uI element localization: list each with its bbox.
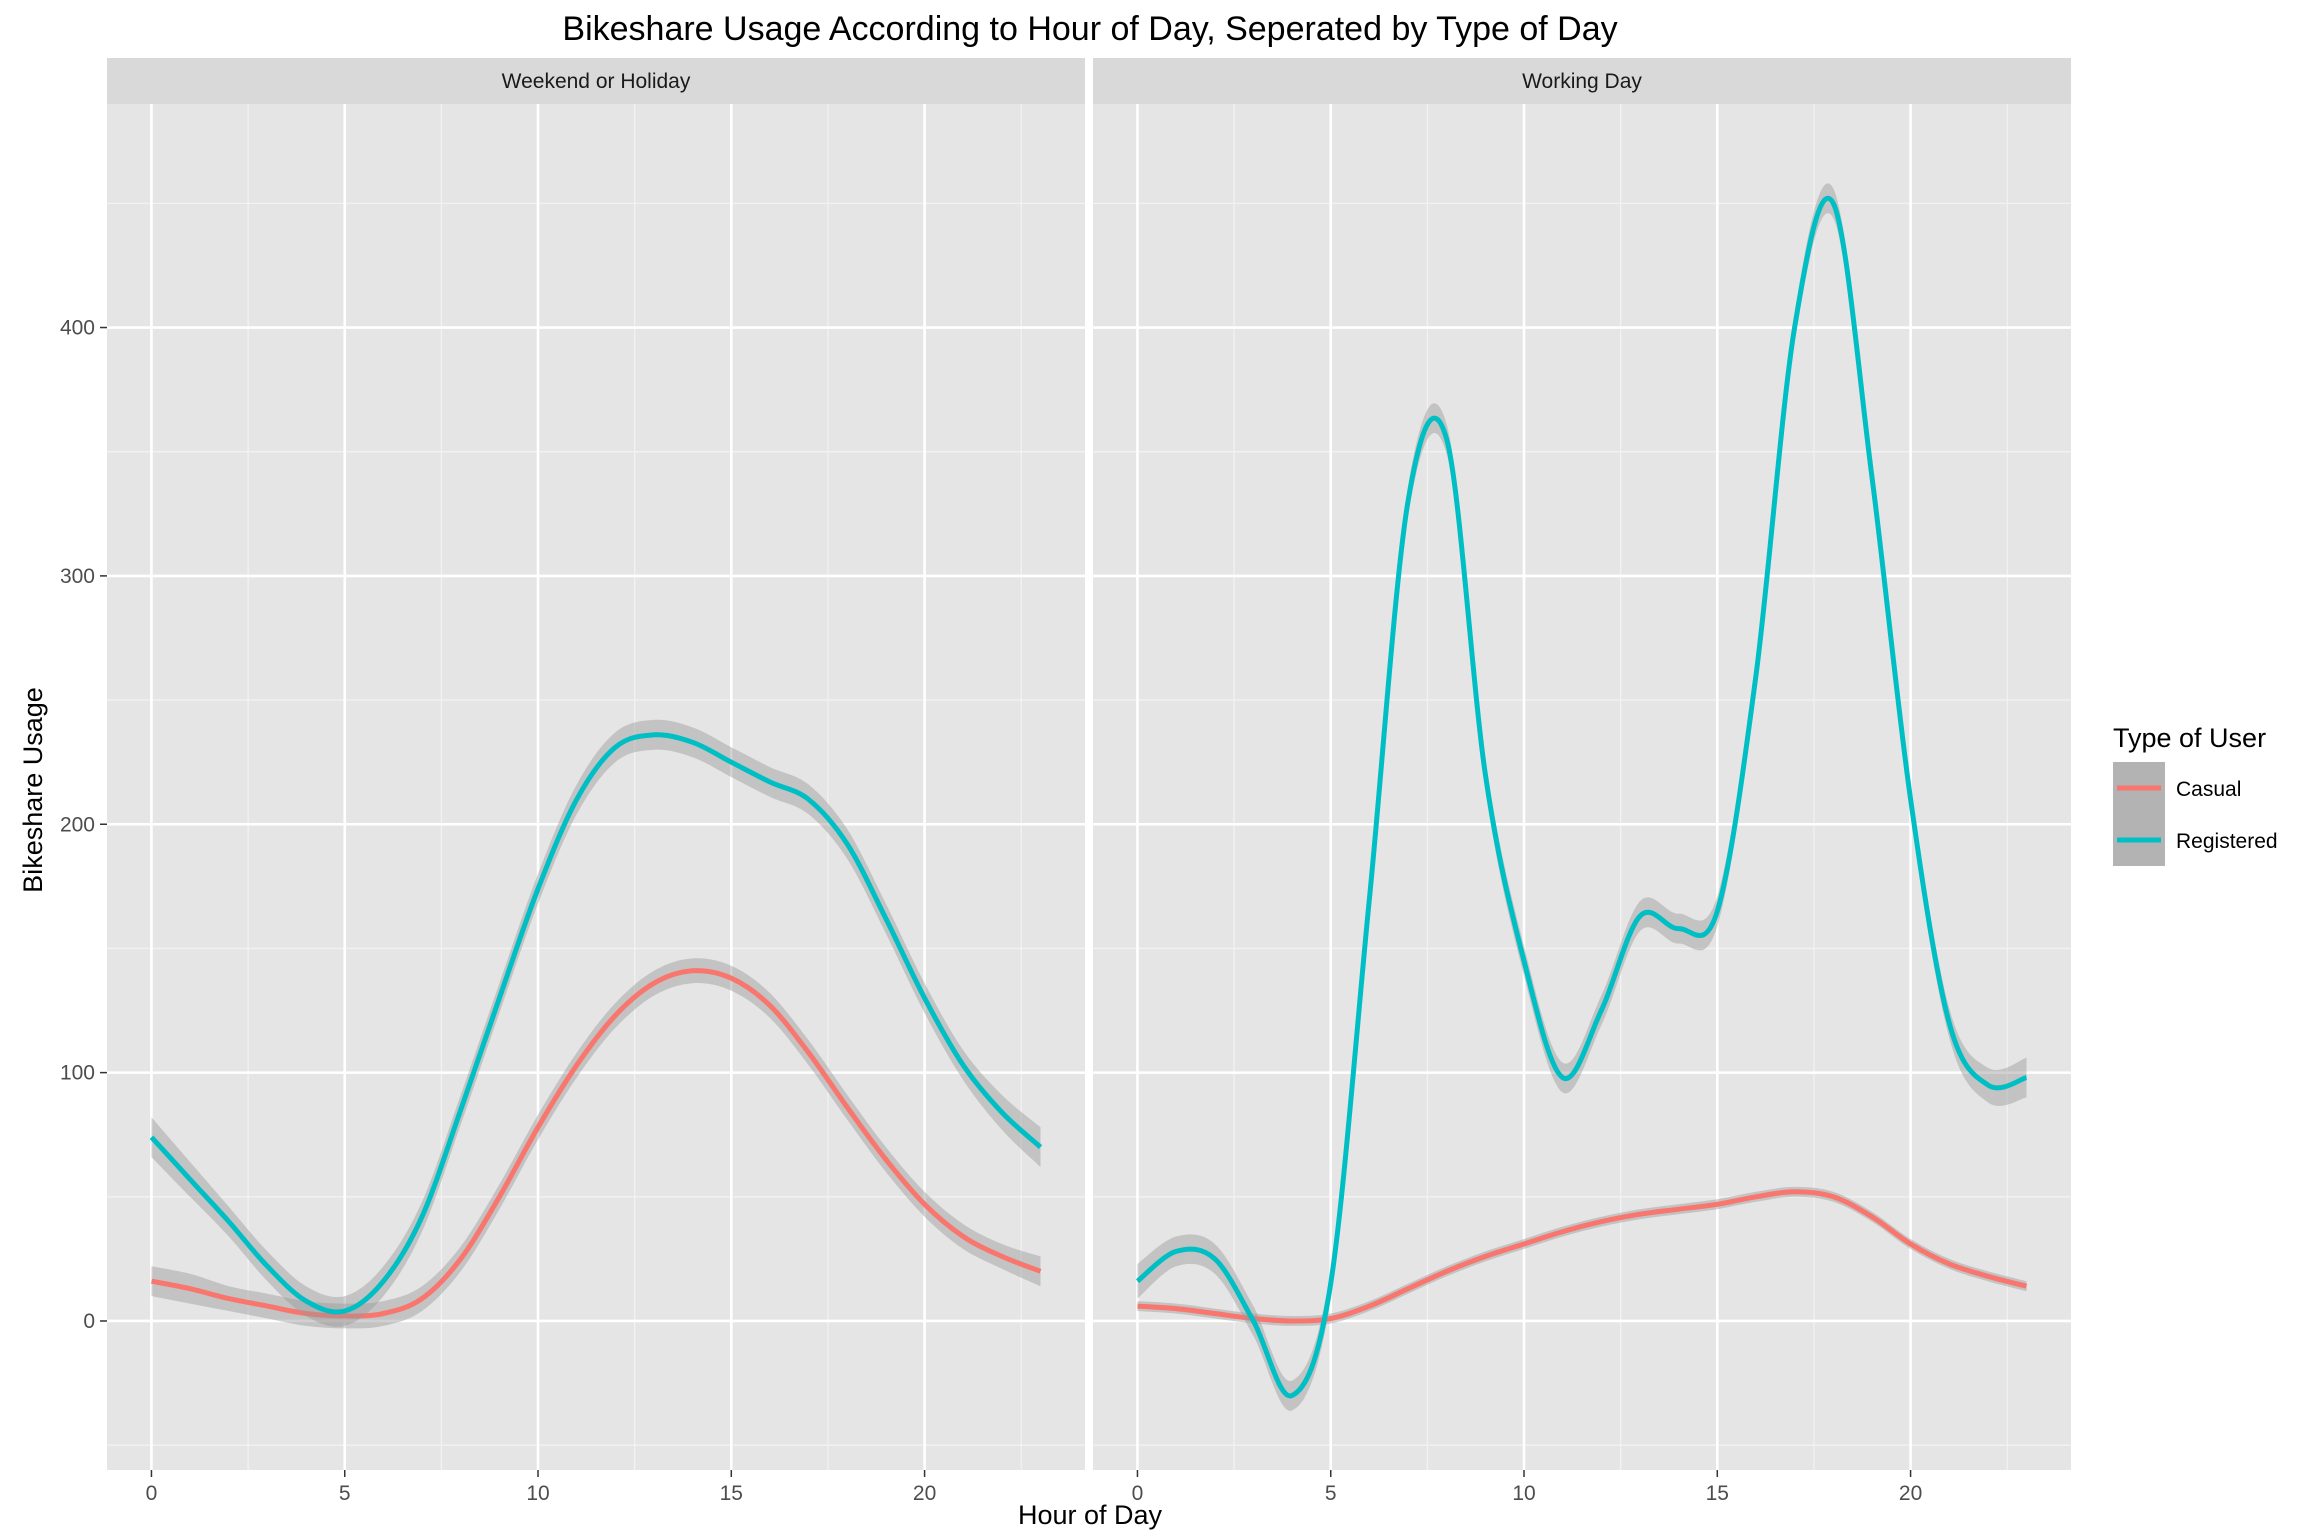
- y-axis-title: Bikeshare Usage: [18, 687, 48, 893]
- series-line-casual: [1137, 1189, 2028, 1324]
- x-tick-label: 5: [1325, 1482, 1337, 1505]
- legend: Type of User Casual Registered: [2113, 723, 2278, 866]
- y-tick-label: 0: [83, 1310, 95, 1333]
- legend-label: Casual: [2176, 778, 2241, 801]
- x-tick-label: 15: [1706, 1482, 1729, 1505]
- legend-item-casual: Casual: [2113, 762, 2241, 814]
- facet-strip-label: Weekend or Holiday: [502, 70, 691, 93]
- panel-background: [107, 104, 1085, 1470]
- x-axis-title: Hour of Day: [1018, 1500, 1163, 1530]
- panel-background: [1093, 104, 2071, 1470]
- confidence-band-casual: [1137, 1186, 2027, 1326]
- legend-title: Type of User: [2113, 723, 2266, 753]
- x-tick-label: 10: [526, 1482, 549, 1505]
- legend-item-registered: Registered: [2113, 814, 2278, 866]
- facet-strip-label: Working Day: [1522, 70, 1642, 93]
- facet-strip: [107, 58, 1085, 104]
- chart-title: Bikeshare Usage According to Hour of Day…: [562, 10, 1617, 48]
- x-tick-label: 5: [339, 1482, 351, 1505]
- x-tick-label: 10: [1512, 1482, 1535, 1505]
- x-tick-label: 20: [1899, 1482, 1922, 1505]
- x-tick-label: 20: [913, 1482, 936, 1505]
- x-tick-label: 0: [1132, 1482, 1144, 1505]
- x-tick-label: 0: [146, 1482, 158, 1505]
- y-tick-label: 100: [60, 1062, 95, 1085]
- facet-strip: [1093, 58, 2071, 104]
- x-tick-label: 15: [720, 1482, 743, 1505]
- y-tick-label: 400: [60, 317, 95, 340]
- facet-panel-working-day: Working Day 0 5 10 15 20: [1093, 58, 2071, 1505]
- series-line-registered: [149, 732, 1043, 1315]
- y-tick-label: 300: [60, 565, 95, 588]
- series-line-casual: [151, 968, 1042, 1319]
- series-line-registered: [1135, 195, 2028, 1399]
- y-tick-label: 200: [60, 813, 95, 836]
- confidence-band-casual: [151, 958, 1041, 1329]
- legend-label: Registered: [2176, 830, 2278, 853]
